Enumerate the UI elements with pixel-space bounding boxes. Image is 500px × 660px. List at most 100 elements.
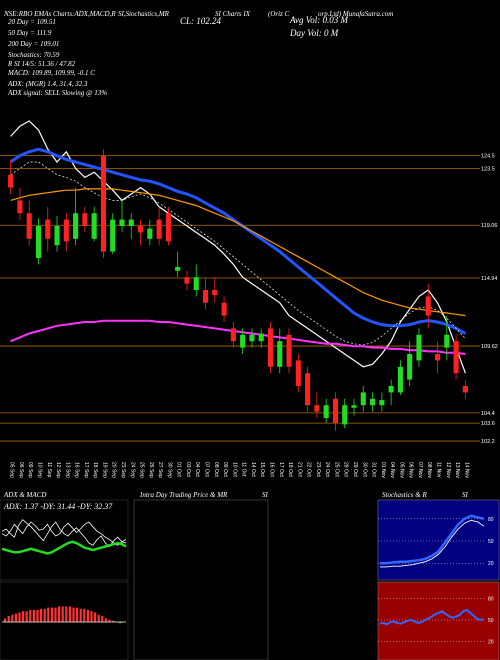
candle <box>416 328 422 367</box>
ema-line-price <box>10 120 466 374</box>
candle-body <box>370 398 376 406</box>
stoch-k-line <box>380 514 485 565</box>
x-date-label: 30 Sep <box>166 462 172 478</box>
candle <box>156 206 162 246</box>
x-date-label: 16 Oct <box>268 462 274 477</box>
candle <box>351 398 357 416</box>
intraday-panel-title: Intra Day Trading Price & MR <box>140 491 228 499</box>
stoch-lines <box>380 514 485 568</box>
x-date-label: 23 Oct <box>315 462 321 477</box>
candle-body <box>323 405 329 418</box>
x-date-label: 12 Nov <box>445 462 451 478</box>
macd-bar <box>18 612 21 622</box>
candle-body <box>110 219 116 252</box>
macd-bar <box>108 619 111 622</box>
adx-panel-title: ADX & MACD <box>4 491 47 499</box>
candle <box>360 386 366 412</box>
candle-body <box>119 219 125 226</box>
macd-histogram <box>2 606 126 624</box>
adx-minus-di-line <box>1 521 127 546</box>
x-date-label: 04 Nov <box>389 462 395 478</box>
candle-body <box>277 341 283 367</box>
x-date-label: 14 Oct <box>250 462 256 477</box>
candle-body <box>249 334 255 342</box>
x-date-label: 12 Sep <box>55 462 61 478</box>
candle <box>63 213 69 252</box>
macd-bar <box>43 608 46 622</box>
candle <box>305 366 311 412</box>
stoch-panel-title: Stochastics & R <box>382 491 427 499</box>
candle-body <box>73 213 79 239</box>
x-date-label: 06 Sep <box>18 462 24 478</box>
stochastics-label: Stochastics: 70.59 <box>8 51 60 59</box>
candle <box>193 264 199 297</box>
macd-bar <box>76 607 79 622</box>
x-date-label: 09 Sep <box>27 462 33 478</box>
candle <box>212 277 218 303</box>
macd-bar <box>65 606 68 622</box>
macd-bar <box>112 620 115 622</box>
macd-bar <box>50 607 53 622</box>
candle <box>444 315 450 361</box>
ema-lines <box>9 120 467 374</box>
candle-body <box>379 400 385 406</box>
candle <box>397 360 403 395</box>
candle-body <box>35 226 42 258</box>
macd-bar <box>72 607 75 622</box>
candle <box>54 215 60 252</box>
macd-bar <box>11 614 14 622</box>
x-date-label: 25 Sep <box>139 462 145 478</box>
candle-body <box>175 266 181 271</box>
candle-body <box>63 219 69 242</box>
candle-body <box>212 290 218 296</box>
candle-body <box>332 398 338 424</box>
candle <box>202 277 209 310</box>
candle <box>91 206 97 242</box>
macd-bar <box>14 613 17 622</box>
candle-body <box>147 228 153 239</box>
candle-body <box>156 219 162 239</box>
candle-body <box>91 213 97 239</box>
candle <box>175 251 181 278</box>
macd-label: MACD: 109.89, 109.99, -0.1 C <box>8 69 95 77</box>
candle <box>453 334 459 380</box>
candle <box>379 392 385 412</box>
candle-body <box>221 302 227 316</box>
candle <box>100 149 106 258</box>
x-date-label: 14 Nov <box>463 462 469 478</box>
close-label: CL: 102.24 <box>180 16 222 26</box>
candle <box>138 219 144 246</box>
macd-bar <box>25 611 28 622</box>
candle <box>17 187 23 220</box>
price-level-labels: 124.5 123.5 119.06 114.94 109.62 104.4 103.6 10… <box>481 154 498 445</box>
x-date-label: 05 Nov <box>398 462 404 478</box>
x-date-label: 01 Nov <box>380 462 386 478</box>
macd-bar <box>36 610 39 622</box>
macd-bar <box>119 622 122 624</box>
candle-body <box>17 200 23 214</box>
candle <box>35 218 42 265</box>
candle <box>370 392 376 412</box>
rsi-line <box>379 608 485 626</box>
header-site: orp.Ltd) MunafaSutra.com <box>318 10 394 18</box>
price-level-label: 109.62 <box>481 344 498 350</box>
candle <box>45 206 51 252</box>
macd-bar <box>32 610 35 622</box>
candle-body <box>8 174 14 188</box>
adx-panel-values: ADX: 1.37 -DY: 31.44 -DY: 32.37 <box>4 502 113 511</box>
candle-body <box>100 155 106 252</box>
x-date-label: 07 Oct <box>204 462 210 477</box>
macd-bar <box>101 616 104 622</box>
stoch-d-line <box>380 519 485 568</box>
candle <box>267 322 274 374</box>
stoch-tick-label: 80 <box>488 517 494 523</box>
x-date-label: 07 Nov <box>417 462 423 478</box>
candle-body <box>360 392 366 406</box>
price-level-label: 103.6 <box>481 421 495 427</box>
header-left-info: NSE:RBO EMAs Charts:ADX,MACD,R <box>4 10 116 18</box>
stoch-panel-si: SI <box>462 491 468 499</box>
macd-bar <box>104 618 107 622</box>
x-date-label: 28 Oct <box>343 462 349 477</box>
x-date-label: 10 Sep <box>36 462 42 478</box>
price-level-label: 102.2 <box>481 439 495 445</box>
